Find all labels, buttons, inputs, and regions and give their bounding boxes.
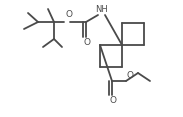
- Text: O: O: [83, 38, 91, 47]
- Text: O: O: [109, 96, 117, 105]
- Text: O: O: [126, 71, 134, 80]
- Text: NH: NH: [96, 5, 108, 15]
- Text: O: O: [66, 10, 72, 19]
